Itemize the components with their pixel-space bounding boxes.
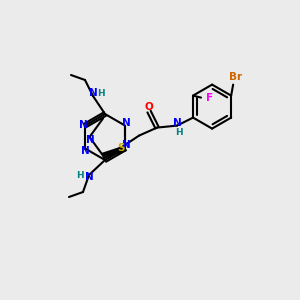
Text: N: N bbox=[79, 121, 88, 130]
Text: N: N bbox=[81, 146, 89, 155]
Text: N: N bbox=[86, 135, 95, 145]
Text: H: H bbox=[76, 172, 84, 181]
Text: S: S bbox=[117, 142, 125, 153]
Text: N: N bbox=[85, 172, 93, 182]
Text: N: N bbox=[122, 140, 130, 151]
Text: N: N bbox=[173, 118, 182, 128]
Text: F: F bbox=[206, 93, 214, 103]
Text: H: H bbox=[175, 128, 183, 137]
Text: O: O bbox=[145, 102, 153, 112]
Text: H: H bbox=[97, 89, 105, 98]
Text: N: N bbox=[88, 88, 98, 98]
Text: Br: Br bbox=[229, 72, 242, 82]
Text: N: N bbox=[122, 118, 130, 128]
